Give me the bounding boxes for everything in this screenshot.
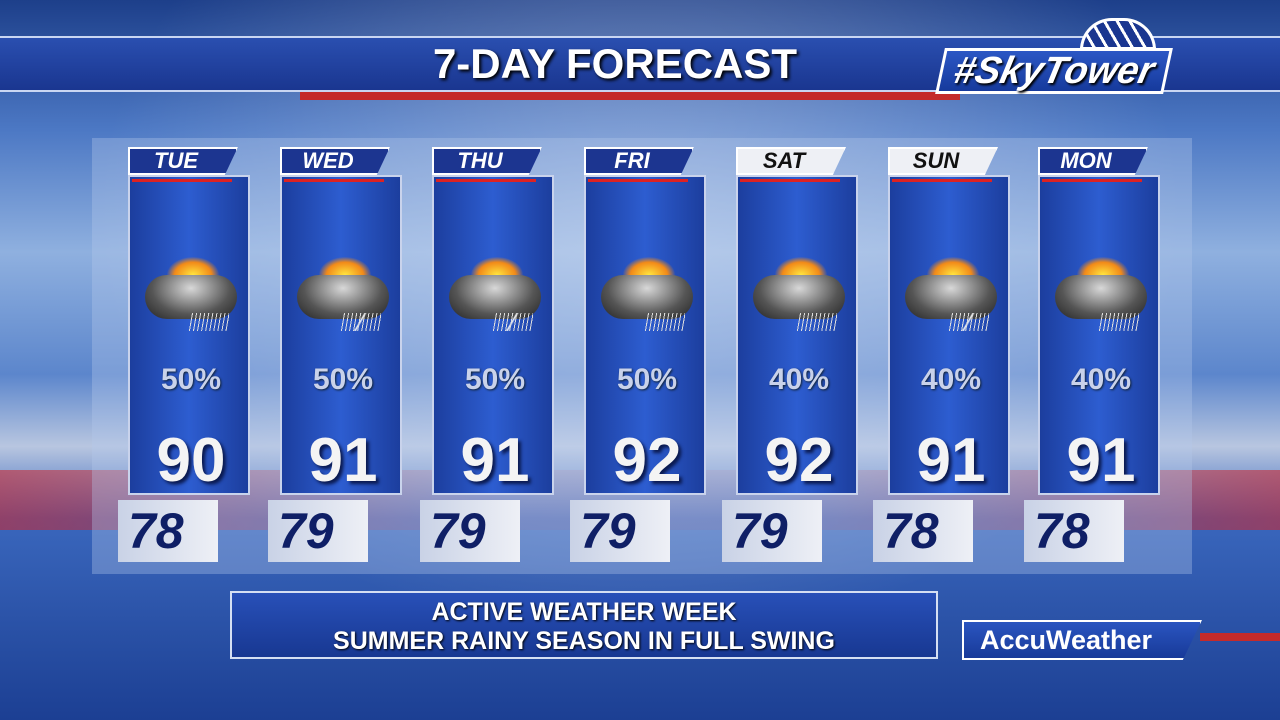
day-card: 50% 92 (584, 175, 706, 495)
day-label: MON (1038, 147, 1148, 175)
sun-cloud-rain-icon (753, 255, 845, 335)
sun-cloud-thunderstorm-icon (297, 255, 389, 335)
day-accent (740, 179, 840, 182)
precip-chance: 40% (920, 363, 982, 396)
sponsor-accent (1200, 633, 1280, 641)
day-card: 50% 91 (432, 175, 554, 495)
banner-line-1: ACTIVE WEATHER WEEK (431, 598, 737, 626)
sun-cloud-thunderstorm-icon (905, 255, 997, 335)
low-temp: 78 (118, 500, 218, 562)
low-temp: 79 (570, 500, 670, 562)
high-temp: 90 (156, 426, 226, 495)
forecast-day-mon: 40% 91 MON (1038, 147, 1160, 495)
skytower-logo: #SkyTower (935, 48, 1173, 94)
day-accent (1042, 179, 1142, 182)
day-accent (892, 179, 992, 182)
precip-chance: 50% (160, 363, 222, 396)
high-temp: 91 (308, 426, 378, 495)
precip-chance: 50% (464, 363, 526, 396)
low-temp: 78 (1024, 500, 1124, 562)
precip-chance: 50% (312, 363, 374, 396)
sun-cloud-rain-icon (601, 255, 693, 335)
page-title: 7-DAY FORECAST (432, 40, 798, 87)
day-label: TUE (128, 147, 238, 175)
precip-chance: 40% (768, 363, 830, 396)
day-accent (132, 179, 232, 182)
high-temp: 91 (460, 426, 530, 495)
forecast-day-sat: 40% 92 SAT (736, 147, 858, 495)
precip-chance: 50% (616, 363, 678, 396)
day-accent (284, 179, 384, 182)
day-card: 50% 91 (280, 175, 402, 495)
high-temp: 92 (612, 426, 682, 495)
forecast-day-wed: 50% 91 WED (280, 147, 402, 495)
forecast-day-fri: 50% 92 FRI (584, 147, 706, 495)
high-temp: 91 (1066, 426, 1136, 495)
low-temp: 79 (268, 500, 368, 562)
day-label: FRI (584, 147, 694, 175)
forecast-day-tue: 50% 90 TUE (128, 147, 250, 495)
day-accent (588, 179, 688, 182)
low-temp: 79 (722, 500, 822, 562)
forecast-day-sun: 40% 91 SUN (888, 147, 1010, 495)
day-label: WED (280, 147, 390, 175)
day-label: THU (432, 147, 542, 175)
banner-line-2: SUMMER RAINY SEASON IN FULL SWING (333, 627, 835, 655)
day-card: 40% 91 (888, 175, 1010, 495)
sun-cloud-thunderstorm-icon (449, 255, 541, 335)
sun-cloud-rain-icon (1055, 255, 1147, 335)
low-temp: 78 (873, 500, 973, 562)
day-card: 50% 90 (128, 175, 250, 495)
forecast-day-thu: 50% 91 THU (432, 147, 554, 495)
forecast-banner: ACTIVE WEATHER WEEK SUMMER RAINY SEASON … (230, 591, 938, 659)
high-temp: 91 (916, 426, 986, 495)
high-temp: 92 (764, 426, 834, 495)
low-temp: 79 (420, 500, 520, 562)
day-card: 40% 92 (736, 175, 858, 495)
day-card: 40% 91 (1038, 175, 1160, 495)
sun-cloud-rain-icon (145, 255, 237, 335)
title-accent (300, 92, 960, 100)
day-accent (436, 179, 536, 182)
day-label: SAT (736, 147, 846, 175)
accuweather-logo: AccuWeather (962, 620, 1202, 660)
day-label: SUN (888, 147, 998, 175)
precip-chance: 40% (1070, 363, 1132, 396)
